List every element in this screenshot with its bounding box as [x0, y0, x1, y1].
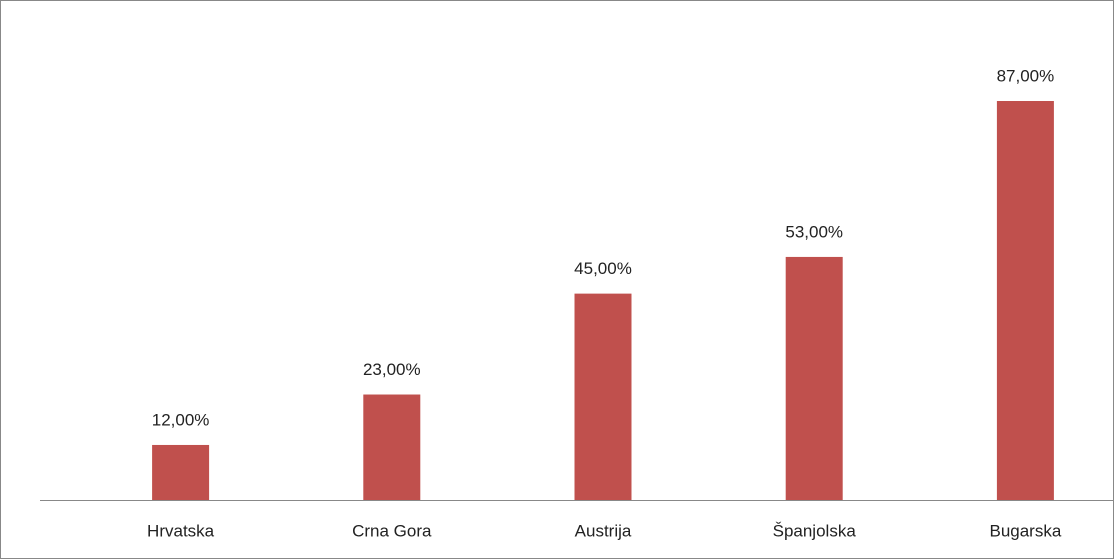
value-label: 87,00%	[997, 66, 1055, 85]
x-tick-label: Španjolska	[773, 521, 857, 540]
x-tick-label: Hrvatska	[147, 521, 215, 540]
x-tick-label: Crna Gora	[352, 521, 432, 540]
bar	[785, 256, 843, 500]
value-label: 12,00%	[152, 410, 210, 429]
value-label: 45,00%	[574, 259, 632, 278]
x-tick-label: Bugarska	[989, 521, 1061, 540]
bar	[152, 444, 210, 500]
x-tick-label: Austrija	[575, 521, 632, 540]
value-label: 53,00%	[785, 222, 843, 241]
bar	[363, 394, 421, 500]
value-label: 23,00%	[363, 360, 421, 379]
bar	[996, 101, 1054, 500]
bar	[574, 293, 632, 500]
